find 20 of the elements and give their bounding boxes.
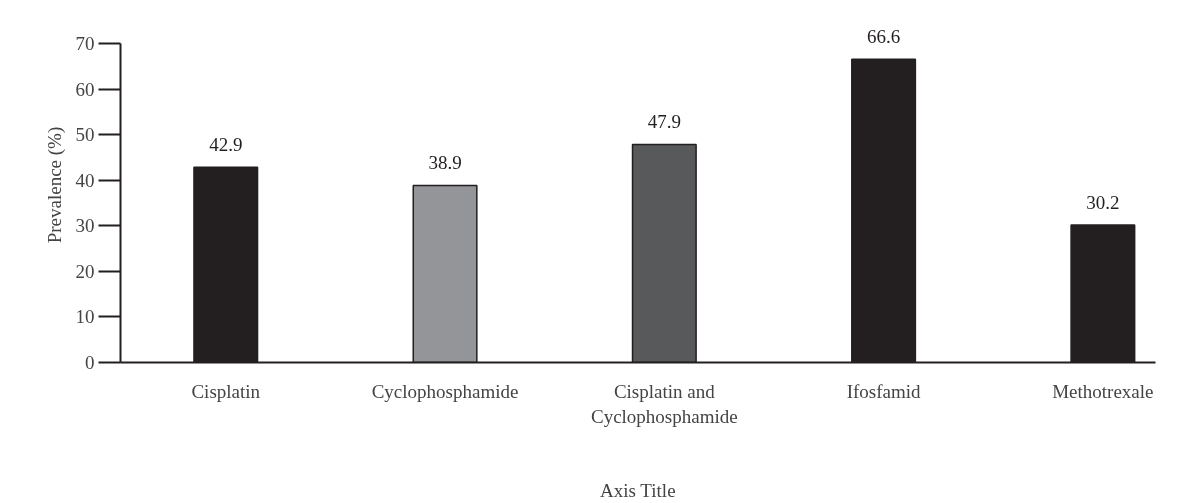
- x-tick-label: Cisplatin and Cyclophosphamide: [590, 380, 738, 427]
- data-label: 47.9: [647, 111, 681, 133]
- y-tick-label: 60: [75, 78, 95, 100]
- data-label: 66.6: [866, 26, 901, 48]
- x-axis-title: Axis Title: [600, 479, 676, 501]
- y-tick-label: 30: [75, 215, 95, 237]
- data-label: 38.9: [428, 152, 462, 174]
- y-tick-label: 20: [75, 260, 95, 282]
- x-tick-label: Ifosfamid: [846, 380, 922, 402]
- y-tick-label: 0: [85, 352, 95, 373]
- y-tick-label: 40: [75, 169, 95, 191]
- y-tick-label: 70: [75, 33, 95, 55]
- x-tick-label: Cisplatin: [191, 380, 261, 402]
- data-label: 30.2: [1086, 192, 1120, 214]
- y-tick-label: 10: [75, 306, 95, 328]
- y-axis-title: Prevalence (%): [43, 126, 66, 244]
- x-tick-label: Cyclophosphamide: [371, 380, 519, 402]
- data-label: 42.9: [209, 134, 243, 156]
- y-tick-label: 50: [75, 124, 95, 146]
- x-tick-label: Methotrexale: [1052, 380, 1154, 402]
